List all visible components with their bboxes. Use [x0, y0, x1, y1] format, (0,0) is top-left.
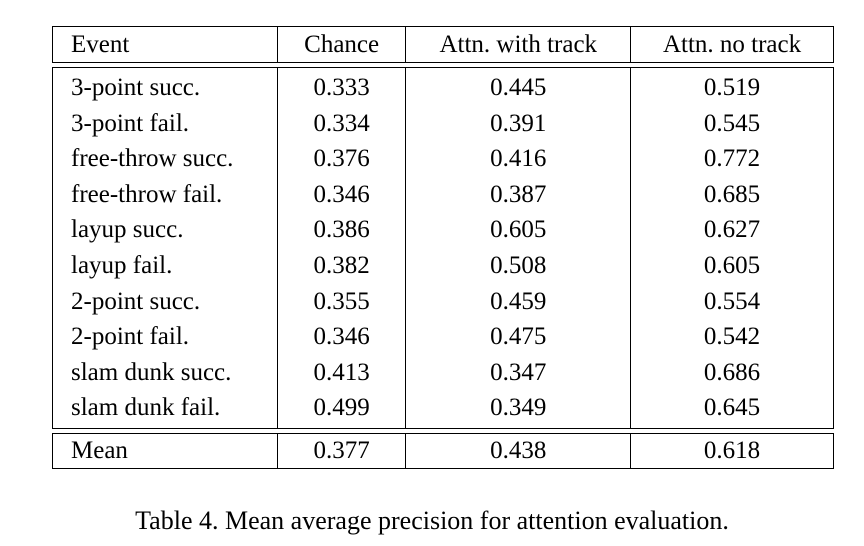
table-row: free-throw fail. 0.346 0.387 0.685: [52, 176, 834, 213]
header-event: Event: [52, 26, 277, 63]
attn-no-track-cell: 0.645: [630, 390, 834, 429]
attn-with-track-cell: 0.445: [405, 67, 631, 106]
mean-attn-with-track: 0.438: [405, 432, 631, 469]
chance-cell: 0.376: [276, 141, 406, 177]
mean-chance: 0.377: [276, 432, 406, 469]
table-row: 2-point fail. 0.346 0.475 0.542: [52, 319, 834, 355]
event-cell: free-throw succ.: [52, 141, 277, 177]
event-cell: 2-point fail.: [52, 319, 277, 355]
table-row: 3-point fail. 0.334 0.391 0.545: [52, 105, 834, 142]
table-row: layup succ. 0.386 0.605 0.627: [52, 212, 834, 248]
table-caption: Table 4. Mean average precision for atte…: [135, 506, 729, 535]
attn-no-track-cell: 0.605: [630, 247, 834, 284]
event-cell: 2-point succ.: [52, 283, 277, 320]
attn-no-track-cell: 0.685: [630, 176, 834, 213]
attn-no-track-cell: 0.627: [630, 212, 834, 248]
event-cell: layup fail.: [52, 247, 277, 284]
attn-no-track-cell: 0.554: [630, 283, 834, 320]
table-row: slam dunk fail. 0.499 0.349 0.645: [52, 390, 834, 429]
table-row: slam dunk succ. 0.413 0.347 0.686: [52, 354, 834, 391]
attn-with-track-cell: 0.605: [405, 212, 630, 248]
chance-cell: 0.413: [276, 354, 406, 391]
chance-cell: 0.355: [276, 283, 406, 320]
header-attn-with-track: Attn. with track: [405, 26, 631, 63]
attn-with-track-cell: 0.391: [405, 105, 630, 142]
attn-with-track-cell: 0.508: [405, 247, 630, 284]
header-chance: Chance: [276, 26, 406, 63]
attn-with-track-cell: 0.387: [405, 176, 630, 213]
chance-cell: 0.334: [276, 105, 406, 142]
table-row: layup fail. 0.382 0.508 0.605: [52, 247, 834, 284]
attn-with-track-cell: 0.475: [405, 319, 630, 355]
attn-with-track-cell: 0.416: [405, 141, 630, 177]
attn-no-track-cell: 0.519: [630, 67, 834, 106]
attn-no-track-cell: 0.772: [630, 141, 834, 177]
attn-no-track-cell: 0.545: [630, 105, 834, 142]
chance-cell: 0.346: [276, 319, 406, 355]
event-cell: 3-point succ.: [52, 67, 277, 106]
chance-cell: 0.346: [276, 176, 406, 213]
header-attn-no-track: Attn. no track: [630, 26, 834, 63]
mean-row: Mean 0.377 0.438 0.618: [52, 432, 834, 469]
chance-cell: 0.499: [276, 390, 406, 429]
table-row: 2-point succ. 0.355 0.459 0.554: [52, 283, 834, 320]
mean-label: Mean: [52, 432, 277, 469]
table-row: 3-point succ. 0.333 0.445 0.519: [52, 67, 834, 106]
event-cell: 3-point fail.: [52, 105, 277, 142]
event-cell: slam dunk succ.: [52, 354, 277, 391]
event-cell: slam dunk fail.: [52, 390, 277, 429]
attn-with-track-cell: 0.459: [405, 283, 630, 320]
results-table-container: Event Chance Attn. with track Attn. no t…: [52, 26, 834, 469]
mean-attn-no-track: 0.618: [630, 432, 834, 469]
attn-with-track-cell: 0.349: [405, 390, 631, 429]
results-table: Event Chance Attn. with track Attn. no t…: [52, 26, 834, 469]
table-row: free-throw succ. 0.376 0.416 0.772: [52, 141, 834, 177]
attn-no-track-cell: 0.542: [630, 319, 834, 355]
event-cell: free-throw fail.: [52, 176, 277, 213]
event-cell: layup succ.: [52, 212, 277, 248]
chance-cell: 0.333: [276, 67, 406, 106]
attn-no-track-cell: 0.686: [630, 354, 834, 391]
table-header-row: Event Chance Attn. with track Attn. no t…: [52, 26, 834, 63]
chance-cell: 0.382: [276, 247, 406, 284]
chance-cell: 0.386: [276, 212, 406, 248]
attn-with-track-cell: 0.347: [405, 354, 630, 391]
